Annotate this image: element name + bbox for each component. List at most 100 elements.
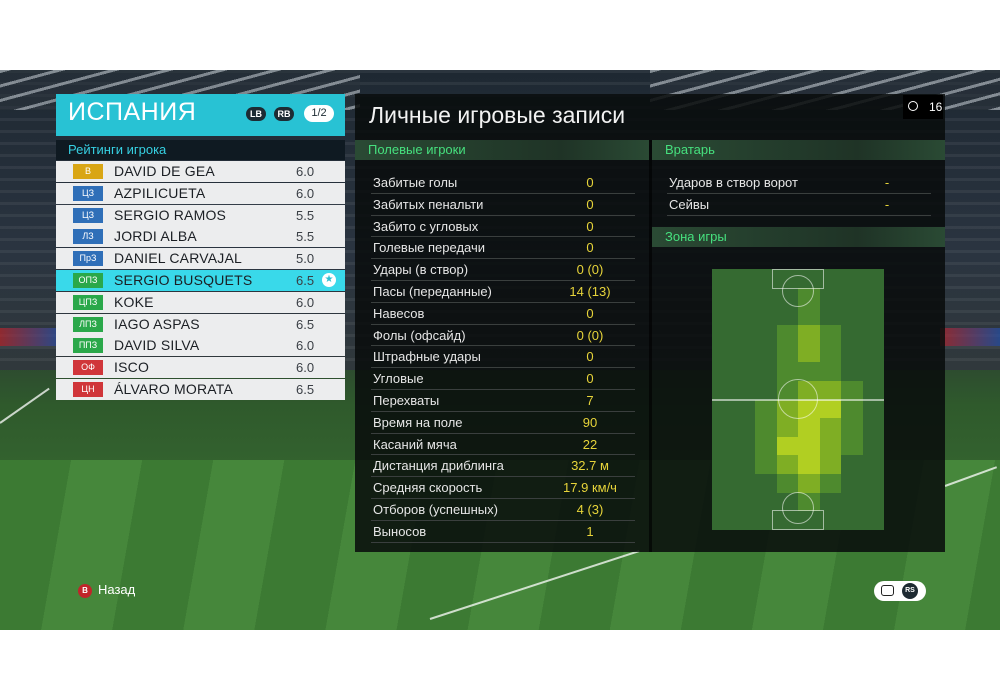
stat-row: Угловые 0 xyxy=(371,368,635,390)
lb-button[interactable]: LB xyxy=(246,107,266,121)
heatmap-cell xyxy=(755,287,777,307)
heatmap-cell xyxy=(712,474,734,494)
heatmap-cell xyxy=(733,343,756,363)
position-badge: ОПЗ xyxy=(73,272,103,288)
chat-icon[interactable] xyxy=(881,585,894,596)
heatmap-cell xyxy=(819,324,842,344)
heatmap-cell xyxy=(819,306,842,326)
back-button-icon[interactable]: B xyxy=(78,584,92,598)
gk-stat-value: - xyxy=(884,196,890,212)
player-row[interactable]: ЛЗ JORDI ALBA 5.5 xyxy=(56,226,345,248)
player-row[interactable]: ЦЗ SERGIO RAMOS 5.5 xyxy=(56,204,345,226)
heatmap-cell xyxy=(776,418,799,438)
player-row[interactable]: ОПЗ SERGIO BUSQUETS 6.5 ★ xyxy=(56,269,345,291)
position-badge: ППЗ xyxy=(73,338,103,354)
heatmap-cell xyxy=(841,362,863,382)
stat-value: 1 xyxy=(586,523,594,539)
heatmap-cell xyxy=(841,399,863,419)
heatmap-cell xyxy=(776,343,799,363)
heatmap-cell xyxy=(798,324,820,344)
position-badge: ЦН xyxy=(73,381,103,397)
stat-value: 0 xyxy=(586,196,594,212)
stat-value: 0 xyxy=(586,175,594,190)
stat-label: Отборов (успешных) xyxy=(373,501,498,517)
player-row[interactable]: ЦН ÁLVARO MORATA 6.5 xyxy=(56,378,345,400)
heatmap-cell xyxy=(819,399,842,419)
panel-divider xyxy=(649,140,652,552)
heatmap-cell xyxy=(733,474,756,494)
player-rating: 6.0 xyxy=(296,185,315,201)
stat-label: Забитых пенальти xyxy=(373,196,484,212)
heatmap-cell xyxy=(819,474,842,494)
stat-label: Забито с угловых xyxy=(373,218,479,234)
rs-button-icon[interactable]: RS xyxy=(902,583,918,599)
heatmap-cell xyxy=(733,287,756,307)
star-icon: ★ xyxy=(322,272,336,287)
heatmap-cell xyxy=(733,399,756,419)
heatmap-cell xyxy=(712,380,734,400)
stat-label: Перехваты xyxy=(373,392,440,408)
gk-stat-row: Ударов в створ ворот - xyxy=(667,172,931,194)
player-name: JORDI ALBA xyxy=(114,228,197,245)
player-row[interactable]: ПрЗ DANIEL CARVAJAL 5.0 xyxy=(56,248,345,270)
player-row[interactable]: ЦЗ AZPILICUETA 6.0 xyxy=(56,182,345,204)
stat-row: Удары (в створ) 0 (0) xyxy=(371,259,635,281)
stat-value: 0 (0) xyxy=(576,262,604,278)
ratings-title: Рейтинги игрока xyxy=(56,140,345,160)
position-badge: ЦЗ xyxy=(73,207,103,223)
ad-board-right xyxy=(940,328,1000,346)
stat-label: Голевые передачи xyxy=(373,240,486,256)
player-list: В DAVID DE GEA 6.0 ЦЗ AZPILICUETA 6.0 ЦЗ SERGIO… xyxy=(56,161,345,401)
player-row[interactable]: В DAVID DE GEA 6.0 xyxy=(56,161,345,182)
heatmap-cell xyxy=(841,455,863,475)
heatmap-cell xyxy=(841,380,863,400)
player-name: SERGIO BUSQUETS xyxy=(114,271,253,288)
heatmap-cell xyxy=(862,343,884,363)
stat-label: Пасы (переданные) xyxy=(373,283,492,299)
player-rating: 6.0 xyxy=(296,294,315,310)
records-title: Личные игровые записи xyxy=(369,102,626,128)
player-rating: 5.5 xyxy=(296,207,315,223)
gk-stat-label: Сейвы xyxy=(669,196,710,212)
position-badge: ЛЗ xyxy=(73,229,103,245)
heatmap-cell xyxy=(841,343,863,363)
heatmap-cell xyxy=(862,418,884,438)
player-row[interactable]: ЦПЗ KOKE 6.0 xyxy=(56,291,345,313)
gk-stat-label: Ударов в створ ворот xyxy=(669,175,798,190)
clock-icon xyxy=(908,101,918,111)
stat-row: Забитых пенальти 0 xyxy=(371,194,635,216)
heatmap-cell xyxy=(712,269,734,288)
page-indicator: 1/2 xyxy=(304,105,334,122)
player-name: DAVID DE GEA xyxy=(114,163,215,179)
position-badge: В xyxy=(73,164,103,179)
stat-row: Забитые голы 0 xyxy=(371,172,635,194)
heatmap-cell xyxy=(712,399,734,419)
player-row[interactable]: ППЗ DAVID SILVA 6.0 xyxy=(56,335,345,357)
stat-value: 90 xyxy=(582,414,598,430)
heatmap-cell xyxy=(841,436,863,456)
player-rating: 6.0 xyxy=(296,164,315,179)
heatmap-cell xyxy=(755,455,777,475)
play-zone-header: Зона игры xyxy=(652,227,945,247)
heatmap-cell xyxy=(819,492,842,512)
player-row[interactable]: ЛПЗ IAGO ASPAS 6.5 xyxy=(56,313,345,335)
heatmap-cell xyxy=(819,418,842,438)
stat-label: Навесов xyxy=(373,305,425,321)
player-rating: 6.5 xyxy=(296,272,315,288)
heatmap-cell xyxy=(819,380,842,400)
back-label[interactable]: Назад xyxy=(98,582,136,597)
heatmap-cell xyxy=(862,380,884,400)
heatmap-cell xyxy=(712,306,734,326)
goalkeeper-header: Вратарь xyxy=(652,140,945,160)
player-name: KOKE xyxy=(114,293,154,310)
team-name: ИСПАНИЯ xyxy=(68,98,197,126)
stat-row: Средняя скорость 17.9 км/ч xyxy=(371,477,635,499)
heatmap-cell xyxy=(862,306,884,326)
heatmap-cell xyxy=(798,343,820,363)
rb-button[interactable]: RB xyxy=(274,107,294,121)
heatmap-cell xyxy=(819,287,842,307)
position-badge: ОФ xyxy=(73,360,103,376)
heatmap-cell xyxy=(755,343,777,363)
player-row[interactable]: ОФ ISCO 6.0 xyxy=(56,357,345,379)
field-stats-list: Забитые голы 0 Забитых пенальти 0 Забито с у… xyxy=(371,172,635,543)
